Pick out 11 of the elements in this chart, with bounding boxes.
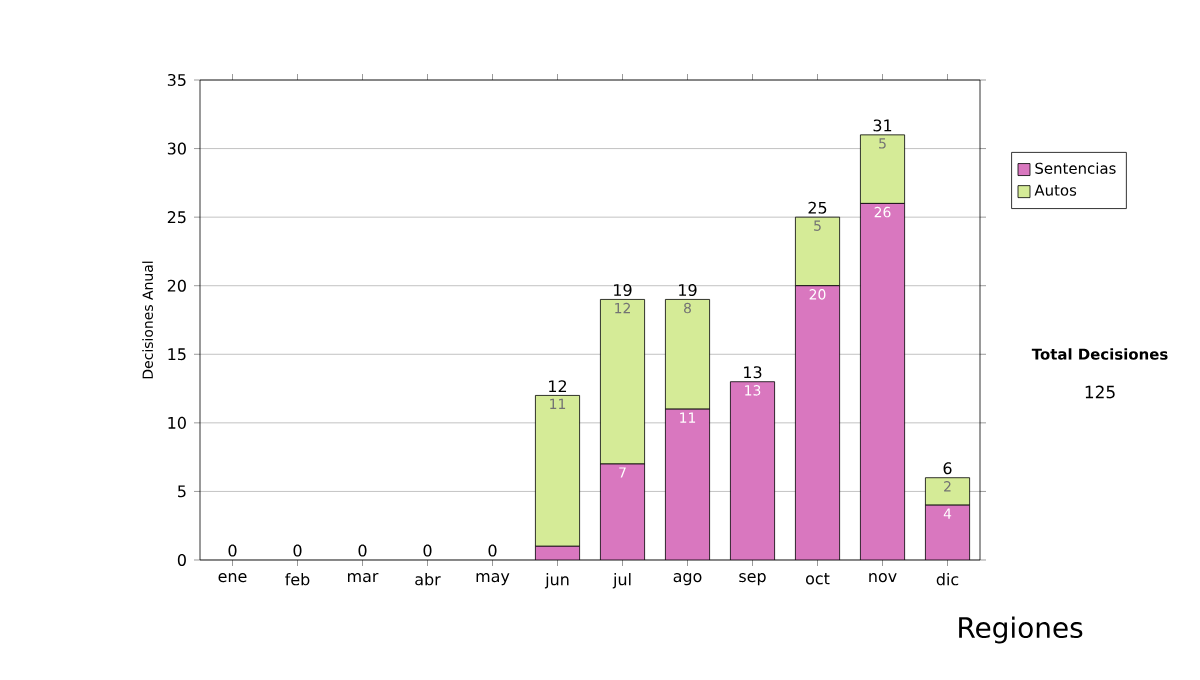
text: Regiones bbox=[959, 616, 1083, 644]
bar bbox=[795, 216, 841, 287]
bar bbox=[730, 381, 775, 560]
bar bbox=[665, 299, 710, 410]
text: 125 bbox=[1085, 385, 1115, 399]
bar bbox=[600, 299, 645, 465]
bar bbox=[860, 203, 906, 560]
bar bbox=[600, 463, 645, 560]
bar bbox=[925, 504, 971, 560]
bar bbox=[665, 408, 710, 560]
bar bbox=[795, 285, 841, 560]
